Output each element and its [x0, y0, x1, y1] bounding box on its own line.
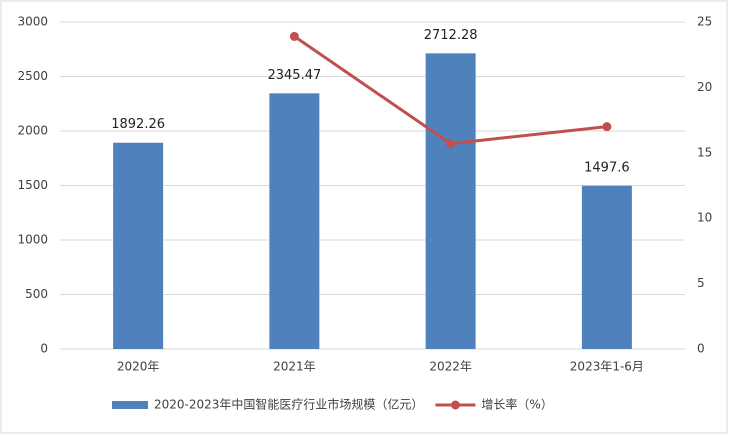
y-tick-label: 2500 — [17, 69, 48, 83]
data-label: 2712.28 — [424, 28, 478, 43]
y-tick-label: 500 — [25, 287, 48, 301]
y-tick-label: 1000 — [17, 233, 48, 247]
bar — [269, 93, 320, 349]
x-tick-label: 2023年1-6月 — [570, 360, 644, 374]
line-marker — [289, 31, 299, 41]
x-tick-label: 2020年 — [117, 360, 160, 374]
legend-swatch — [450, 400, 460, 410]
bar — [113, 142, 164, 349]
y-tick-label: 2000 — [17, 124, 48, 138]
y-tick-label: 0 — [40, 342, 48, 356]
legend-swatch — [112, 401, 148, 409]
y2-tick-label: 0 — [697, 342, 705, 356]
data-label: 1497.6 — [584, 160, 630, 175]
line-marker — [602, 122, 612, 132]
data-label: 1892.26 — [111, 117, 165, 132]
data-label: 2345.47 — [267, 68, 321, 83]
x-tick-label: 2022年 — [429, 360, 472, 374]
y2-tick-label: 20 — [697, 80, 712, 94]
legend-label: 增长率（%） — [481, 397, 552, 412]
legend-label: 2020-2023年中国智能医疗行业市场规模（亿元） — [154, 397, 423, 412]
bar — [581, 185, 632, 349]
bar — [425, 53, 476, 349]
y-tick-label: 1500 — [17, 178, 48, 192]
y2-tick-label: 15 — [697, 145, 712, 159]
y2-tick-label: 25 — [697, 15, 712, 29]
y2-tick-label: 5 — [697, 276, 705, 290]
x-tick-label: 2021年 — [273, 360, 316, 374]
y-tick-label: 3000 — [17, 15, 48, 29]
y2-tick-label: 10 — [697, 211, 712, 225]
line-marker — [446, 139, 456, 149]
